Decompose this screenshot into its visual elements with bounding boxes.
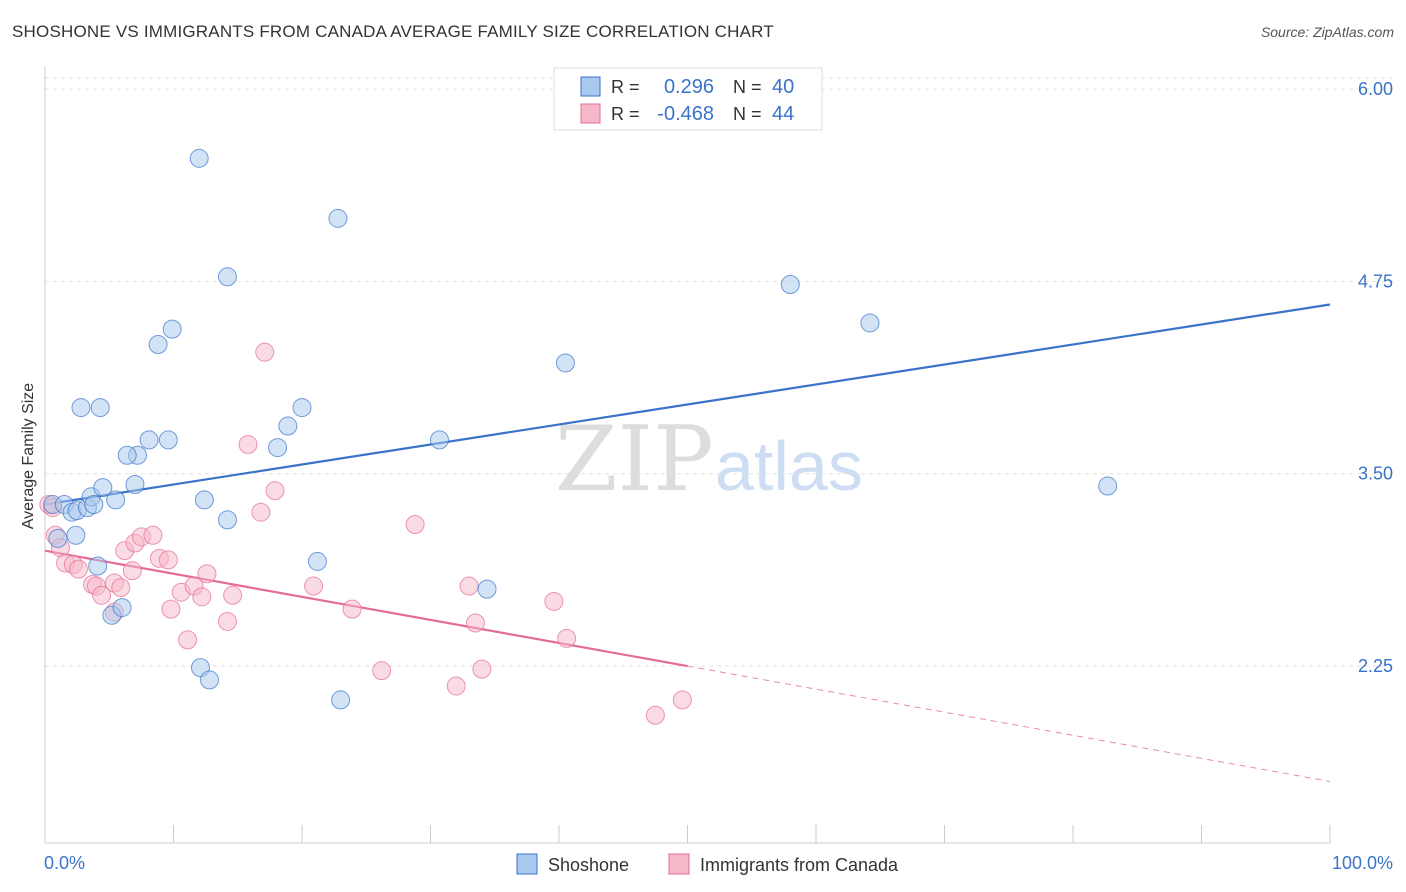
point-canada-33 [342,599,362,619]
point-canada-37 [459,576,479,596]
chart-title: SHOSHONE VS IMMIGRANTS FROM CANADA AVERA… [12,22,774,41]
point-shoshone-23 [189,148,209,168]
point-shoshone-35 [429,430,449,450]
point-canada-17 [143,525,163,545]
legend-r-label-1: R = [611,77,640,97]
point-canada-42 [645,705,665,725]
point-canada-19 [158,550,178,570]
point-shoshone-40 [1098,476,1118,496]
point-canada-36 [446,676,466,696]
point-shoshone-34 [331,690,351,710]
source-label: Source: ZipAtlas.com [1260,24,1394,40]
point-shoshone-21 [148,334,168,354]
legend-bottom-label-canada: Immigrants from Canada [700,855,899,875]
point-canada-22 [178,630,198,650]
point-shoshone-31 [292,398,312,418]
legend-bottom: Shoshone Immigrants from Canada [516,853,899,875]
point-shoshone-26 [71,398,91,418]
watermark-zip: ZIP [555,407,714,512]
legend-r-value-2: -0.468 [657,103,714,125]
point-canada-24 [192,587,212,607]
point-canada-43 [672,690,692,710]
point-shoshone-25 [90,398,110,418]
legend-bottom-label-shoshone: Shoshone [548,855,629,875]
point-shoshone-18 [158,430,178,450]
trend-line-shoshone [44,303,1331,506]
legend-bottom-swatch-shoshone [516,853,538,875]
point-shoshone-13 [125,475,145,495]
point-canada-20 [161,599,181,619]
point-canada-26 [217,611,237,631]
point-canada-14 [122,561,142,581]
point-shoshone-9 [88,556,108,576]
point-canada-41 [557,628,577,648]
point-shoshone-20 [199,670,219,690]
point-shoshone-24 [217,267,237,287]
axes [44,66,1331,844]
legend-r-value-1: 0.296 [664,76,714,98]
point-shoshone-30 [278,416,298,436]
x-tick-label-max: 100.0% [1332,853,1393,873]
point-canada-9 [92,585,112,605]
y-tick-label-2: 4.75 [1358,271,1393,291]
data-points [39,148,1118,725]
point-shoshone-11 [93,478,113,498]
y-axis-label: Average Family Size [20,383,37,530]
watermark: ZIP atlas [555,407,863,512]
legend-n-label-1: N = [733,77,762,97]
legend-bottom-swatch-canada [668,853,690,875]
x-tick-label-min: 0.0% [44,853,85,873]
point-shoshone-36 [477,579,497,599]
watermark-atlas: atlas [715,427,863,505]
trend-line-canada [44,549,688,668]
legend-swatch-shoshone [580,76,601,97]
point-shoshone-15 [112,598,132,618]
point-shoshone-10 [106,490,126,510]
y-tick-label-1: 3.50 [1358,464,1393,484]
point-canada-40 [544,591,564,611]
point-canada-29 [251,502,271,522]
legend-top: R = 0.296 N = 40 R = -0.468 N = 44 [553,67,823,131]
y-tick-labels: 2.25 3.50 4.75 6.00 [1358,79,1393,676]
point-shoshone-4 [48,528,68,548]
legend-n-value-2: 44 [772,103,794,125]
point-canada-39 [472,659,492,679]
legend-swatch-canada [580,103,601,124]
point-shoshone-37 [555,353,575,373]
point-canada-30 [255,342,275,362]
point-canada-25 [197,564,217,584]
point-shoshone-32 [307,551,327,571]
point-canada-31 [265,481,285,501]
legend-n-value-1: 40 [772,76,794,98]
point-canada-35 [405,515,425,535]
point-canada-32 [304,576,324,596]
point-canada-28 [238,434,258,454]
trend-line-canada-projection [687,665,1331,782]
point-canada-38 [465,613,485,633]
point-canada-34 [372,661,392,681]
point-shoshone-16 [117,445,137,465]
point-shoshone-39 [860,313,880,333]
point-shoshone-3 [66,525,86,545]
point-canada-27 [223,585,243,605]
point-canada-6 [68,559,88,579]
grid [45,77,1395,667]
point-shoshone-22 [162,319,182,339]
legend-n-label-2: N = [733,104,762,124]
point-shoshone-33 [328,208,348,228]
point-canada-11 [111,578,131,598]
y-tick-label-0: 2.25 [1358,656,1393,676]
point-shoshone-17 [139,430,159,450]
trend-lines [44,303,1331,782]
point-shoshone-38 [780,274,800,294]
y-tick-label-3: 6.00 [1358,79,1393,99]
point-shoshone-27 [194,490,214,510]
point-shoshone-28 [217,510,237,530]
legend-r-label-2: R = [611,104,640,124]
point-shoshone-8 [84,495,104,515]
point-shoshone-29 [268,438,288,458]
